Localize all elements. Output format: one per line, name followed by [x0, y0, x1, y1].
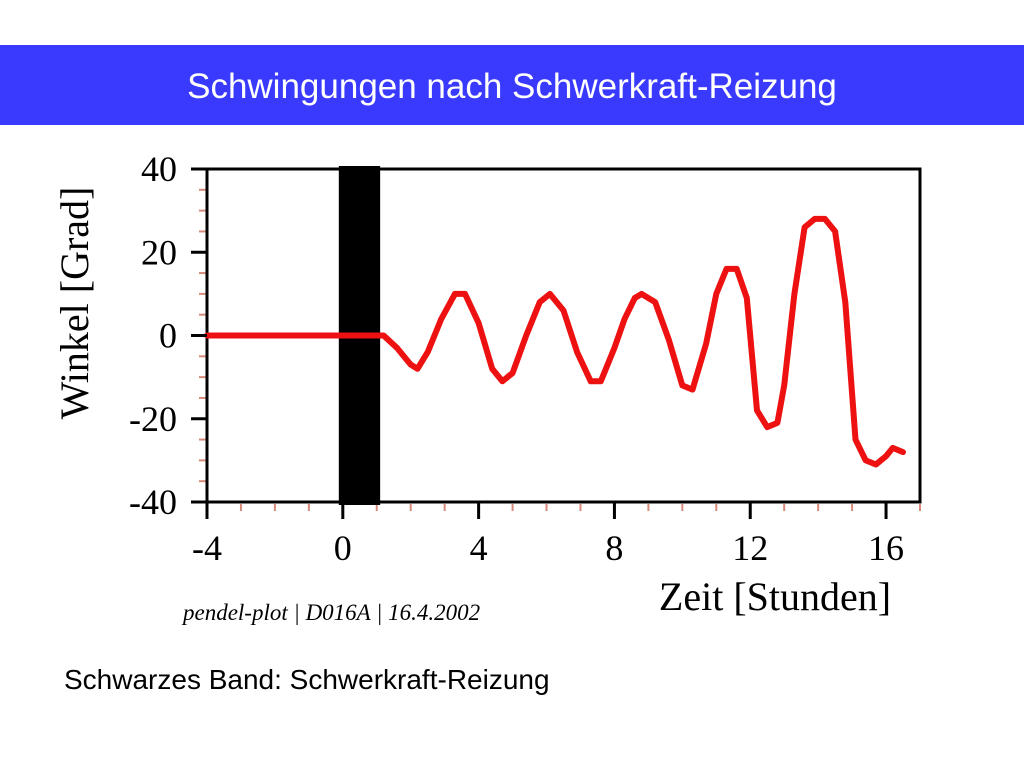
slide-title: Schwingungen nach Schwerkraft-Reizung	[187, 67, 837, 106]
x-tick-label: 0	[334, 528, 352, 568]
x-tick-label: 8	[605, 528, 623, 568]
y-axis-label: Winkel [Grad]	[52, 187, 97, 420]
series-line	[204, 215, 906, 468]
x-tick-label: 4	[470, 528, 488, 568]
y-tick-label: 0	[159, 316, 177, 356]
chart-footnote: pendel-plot | D016A | 16.4.2002	[181, 600, 480, 625]
y-tick-label: 40	[141, 149, 177, 189]
title-bar: Schwingungen nach Schwerkraft-Reizung	[0, 45, 1024, 125]
x-tick-label: 12	[732, 528, 768, 568]
slide-caption: Schwarzes Band: Schwerkraft-Reizung	[64, 664, 550, 695]
y-tick-label: 20	[141, 232, 177, 272]
y-tick-label: -20	[129, 399, 177, 439]
x-tick-label: -4	[192, 528, 222, 568]
y-tick-label: -40	[129, 482, 177, 522]
x-tick-label: 16	[868, 528, 904, 568]
x-axis-label: Zeit [Stunden]	[659, 574, 891, 619]
